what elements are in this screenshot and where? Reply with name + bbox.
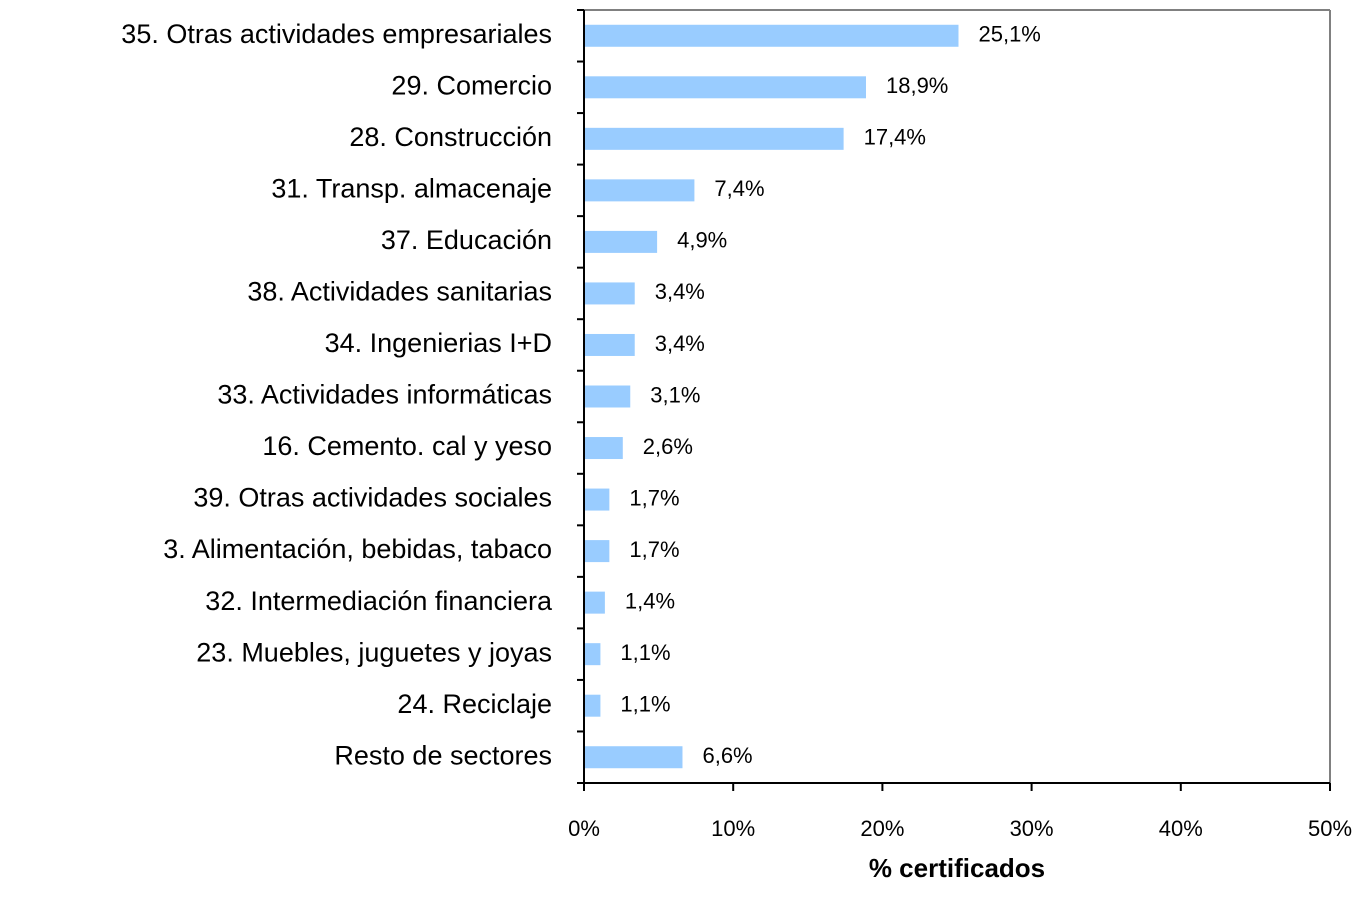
value-label: 1,7% xyxy=(629,485,679,510)
y-tick-label: 39. Otras actividades sociales xyxy=(193,483,552,513)
y-tick-label: 38. Actividades sanitarias xyxy=(247,277,552,307)
bar xyxy=(584,282,635,305)
bar xyxy=(584,746,683,769)
y-tick-label: 32. Intermediación financiera xyxy=(205,586,553,616)
bar xyxy=(584,591,605,614)
bar xyxy=(584,179,695,202)
x-tick-label: 40% xyxy=(1159,816,1203,841)
x-axis-label: % certificados xyxy=(869,853,1045,883)
x-tick-label: 30% xyxy=(1010,816,1054,841)
y-tick-label: 34. Ingenierias I+D xyxy=(325,328,552,358)
bar xyxy=(584,24,959,47)
x-tick-label: 20% xyxy=(860,816,904,841)
y-tick-label: 33. Actividades informáticas xyxy=(217,380,552,410)
value-label: 25,1% xyxy=(978,22,1040,47)
value-label: 17,4% xyxy=(864,125,926,150)
y-tick-label: 35. Otras actividades empresariales xyxy=(121,19,552,49)
value-label: 6,6% xyxy=(702,743,752,768)
value-label: 1,1% xyxy=(620,692,670,717)
y-tick-label: 24. Reciclaje xyxy=(397,689,552,719)
value-label: 3,4% xyxy=(655,279,705,304)
bar xyxy=(584,385,631,408)
value-label: 18,9% xyxy=(886,73,948,98)
y-tick-label: 31. Transp. almacenaje xyxy=(271,173,552,203)
value-label: 3,4% xyxy=(655,331,705,356)
y-tick-label: 16. Cemento. cal y yeso xyxy=(262,431,552,461)
bar xyxy=(584,76,866,99)
y-tick-label: 29. Comercio xyxy=(391,70,552,100)
value-label: 2,6% xyxy=(643,434,693,459)
bar xyxy=(584,127,844,150)
bar xyxy=(584,694,601,717)
bar xyxy=(584,643,601,666)
x-tick-label: 0% xyxy=(568,816,600,841)
x-tick-label: 10% xyxy=(711,816,755,841)
bar xyxy=(584,488,610,511)
y-tick-label: Resto de sectores xyxy=(334,740,552,770)
y-tick-label: 37. Educación xyxy=(381,225,552,255)
y-tick-label: 28. Construcción xyxy=(349,122,552,152)
bar xyxy=(584,230,658,253)
value-label: 1,4% xyxy=(625,588,675,613)
value-label: 1,1% xyxy=(620,640,670,665)
value-label: 4,9% xyxy=(677,228,727,253)
value-label: 7,4% xyxy=(714,176,764,201)
y-tick-label: 23. Muebles, juguetes y joyas xyxy=(196,637,552,667)
bar xyxy=(584,437,623,460)
bar xyxy=(584,333,635,356)
y-tick-label: 3. Alimentación, bebidas, tabaco xyxy=(163,534,552,564)
bar xyxy=(584,540,610,563)
x-tick-label: 50% xyxy=(1308,816,1352,841)
value-label: 3,1% xyxy=(650,382,700,407)
value-label: 1,7% xyxy=(629,537,679,562)
